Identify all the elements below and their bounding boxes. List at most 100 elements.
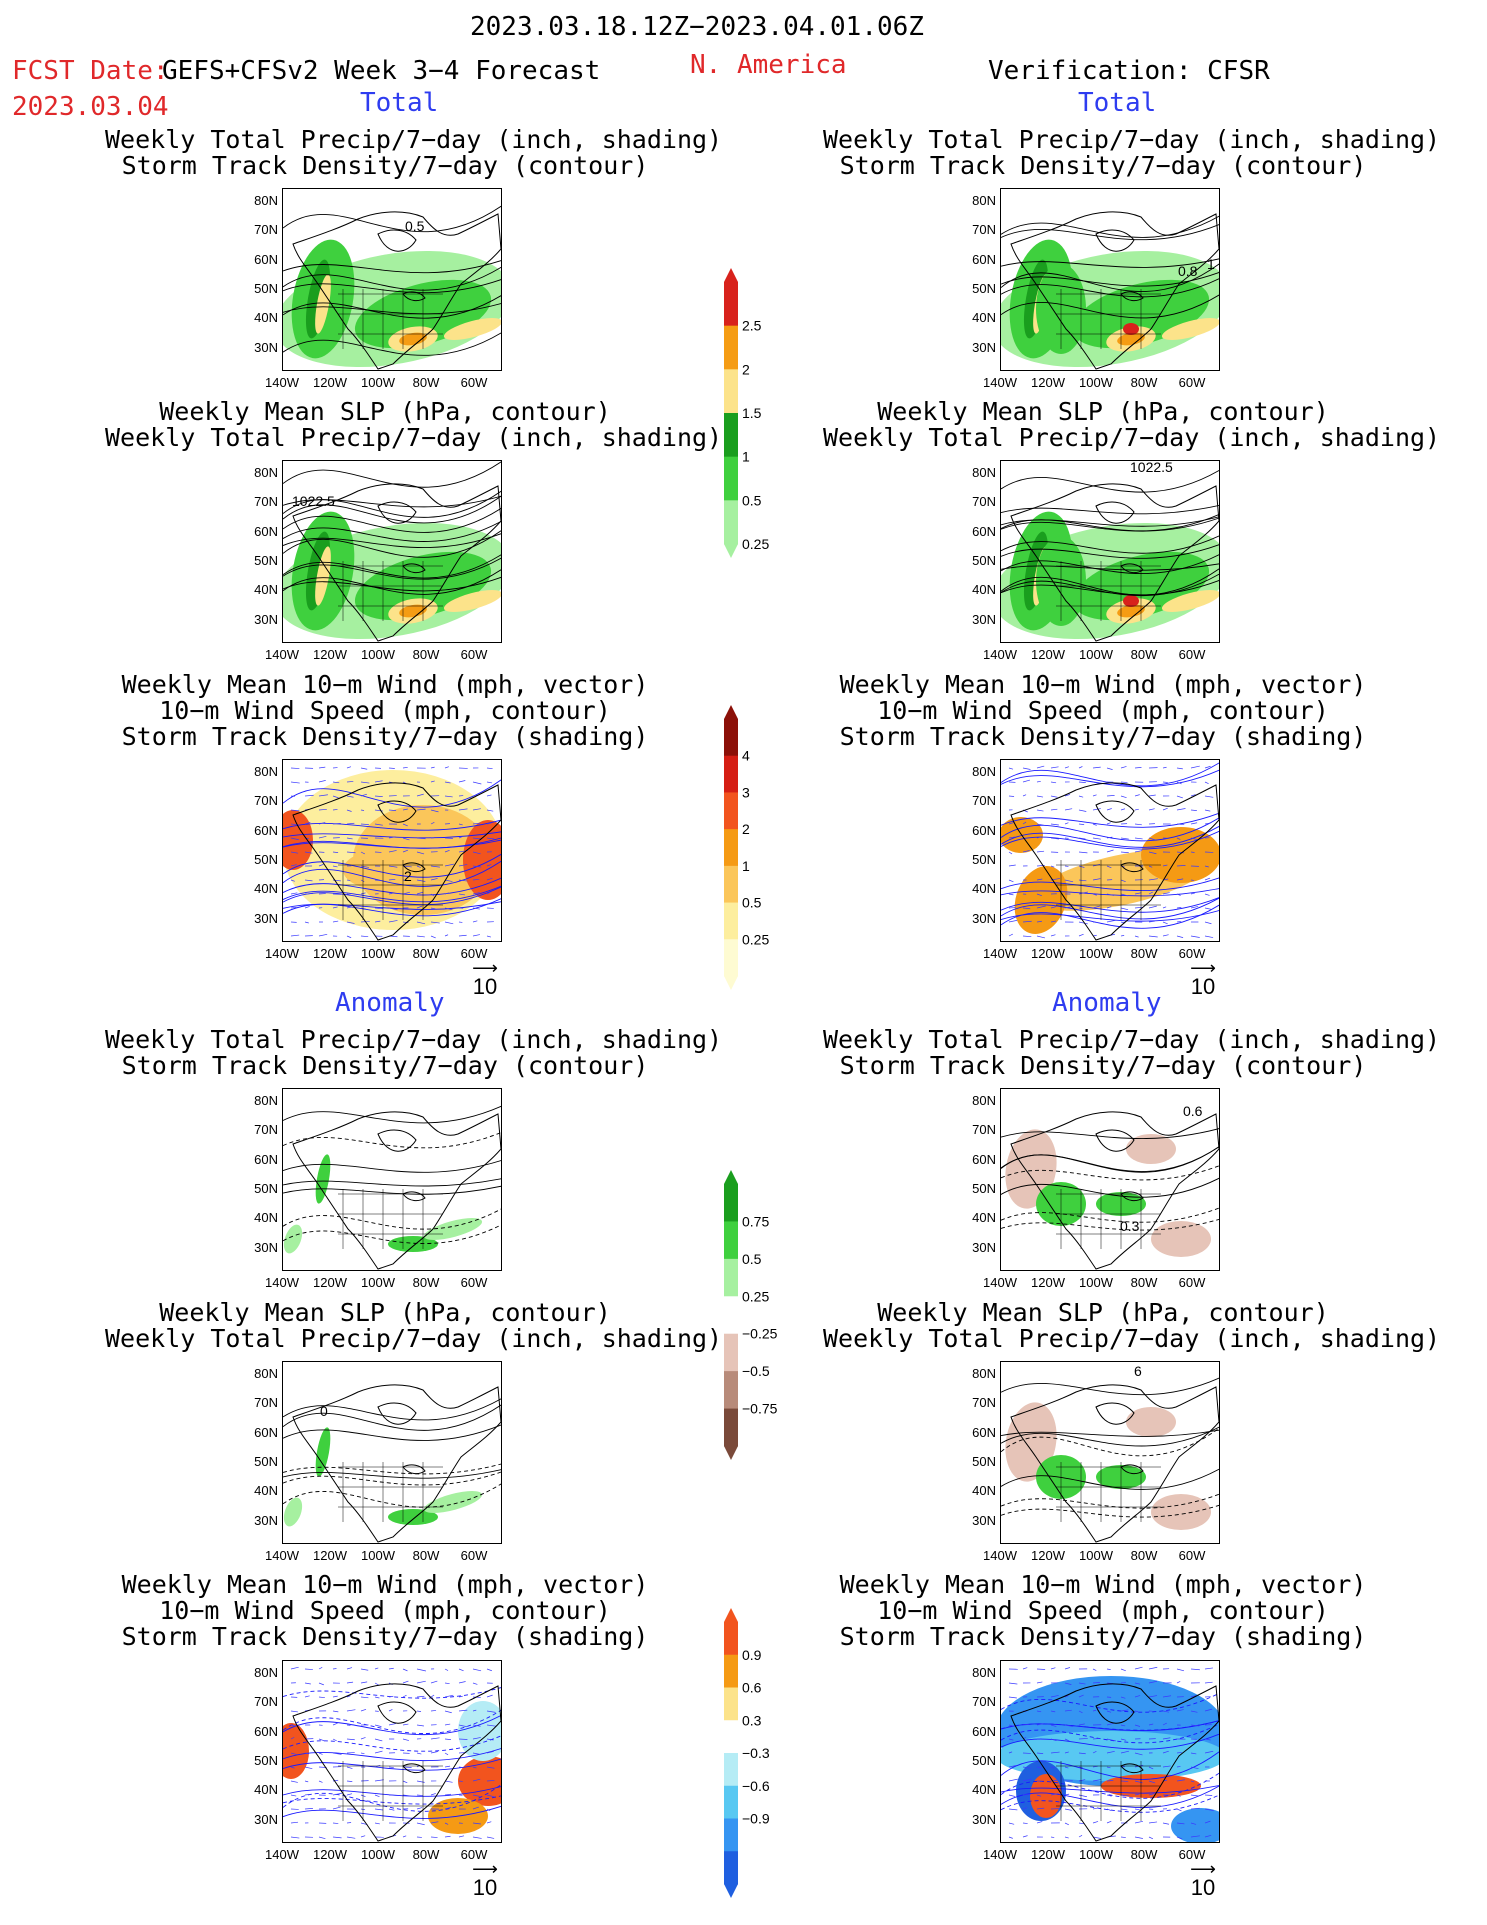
contour-line — [283, 569, 501, 595]
contour-line — [283, 1398, 501, 1421]
wind-vector — [1120, 1696, 1126, 1699]
caption-fc-total-wind: Weekly Mean 10−m Wind (mph, vector) 10−m … — [121, 670, 649, 751]
wind-vector — [1022, 1822, 1028, 1824]
caption-vf-anom-wind: Weekly Mean 10−m Wind (mph, vector) 10−m … — [839, 1570, 1367, 1651]
wind-vector — [1022, 1835, 1028, 1838]
wind-vector — [1036, 780, 1041, 783]
wind-vector — [1036, 878, 1043, 881]
wind-vector — [1078, 1710, 1083, 1714]
wind-vector — [402, 849, 409, 853]
hudson-bay-outline — [1095, 1402, 1135, 1425]
wind-vector — [486, 1710, 496, 1713]
wind-vector — [472, 1766, 477, 1769]
wind-vector — [1092, 893, 1097, 896]
contour-label: 0.3 — [1120, 1218, 1140, 1234]
wind-vector — [1218, 1669, 1219, 1670]
wind-vector — [1190, 935, 1200, 938]
lon-tick-label: 80W — [1130, 1847, 1158, 1862]
wind-vector — [1078, 891, 1088, 895]
lat-tick-label: 70N — [972, 793, 996, 809]
shading-area — [388, 1509, 438, 1525]
wind-vector — [304, 1780, 309, 1783]
wind-vector — [346, 1667, 353, 1670]
wind-vector — [374, 809, 383, 812]
shading-area — [388, 1236, 438, 1252]
colorbar-swatch — [724, 1371, 738, 1410]
lon-tick-label: 140W — [265, 375, 299, 390]
wind-vector — [388, 1667, 394, 1670]
wind-vector — [1022, 1724, 1029, 1726]
map-vf-total-wind — [1000, 759, 1220, 942]
lat-tick-label: 70N — [254, 793, 278, 809]
contour-line — [1001, 812, 1219, 828]
contour-line — [1001, 897, 1219, 920]
contour-line — [1001, 516, 1219, 527]
wind-vector — [472, 1709, 477, 1712]
contour-line — [1001, 825, 1219, 848]
wind-vector — [1106, 1722, 1114, 1726]
wind-vector — [500, 908, 501, 909]
lat-tick-label: 60N — [972, 251, 996, 267]
hudson-bay-outline — [377, 1701, 417, 1724]
wind-vector — [1078, 795, 1084, 798]
wind-vector — [1148, 878, 1158, 881]
map-canvas — [1001, 211, 1219, 370]
wind-vector — [1008, 920, 1018, 923]
lon-tick-label: 140W — [265, 647, 299, 662]
wind-vector — [1036, 920, 1042, 923]
wind-vector — [346, 921, 355, 924]
wind-vector — [1106, 1766, 1111, 1769]
contour-line — [283, 1735, 501, 1752]
wind-vector — [1078, 879, 1087, 882]
colorbar-swatch — [724, 792, 738, 830]
wind-vector — [346, 1780, 353, 1782]
lat-tick-label: 50N — [254, 280, 278, 296]
wind-vector — [458, 1668, 464, 1672]
contour-line — [1001, 1207, 1219, 1223]
wind-vector — [346, 837, 353, 840]
wind-vector — [318, 835, 327, 839]
wind-vector — [1092, 878, 1101, 881]
wind-vector — [1106, 1794, 1112, 1797]
wind-vector — [290, 767, 300, 769]
wind-vector — [304, 1668, 313, 1670]
wind-vector — [1036, 1794, 1042, 1797]
wind-vector — [388, 1709, 393, 1712]
wind-vector — [1176, 878, 1184, 881]
wind-vector — [416, 1710, 422, 1712]
contour-line — [283, 520, 501, 542]
lon-tick-label: 140W — [983, 1847, 1017, 1862]
colorbar-swatch — [724, 1184, 738, 1222]
contour-line — [1001, 1794, 1219, 1813]
coastline — [292, 1111, 501, 1270]
wind-vector — [458, 1724, 468, 1728]
wind-vector — [290, 837, 299, 841]
contour-line — [283, 295, 501, 319]
lat-tick-label: 60N — [254, 1151, 278, 1167]
lat-tick-label: 70N — [254, 1694, 278, 1710]
wind-vector — [1106, 1808, 1112, 1811]
wind-vector — [1022, 1667, 1028, 1670]
lon-tick-label: 140W — [983, 1548, 1017, 1563]
great-lakes-outline — [1120, 563, 1144, 574]
wind-vector — [1176, 1808, 1182, 1812]
wind-vector — [1078, 1723, 1085, 1726]
wind-vector — [1162, 864, 1168, 867]
wind-vector — [1008, 1751, 1013, 1754]
wind-vector — [416, 891, 424, 895]
wind-vector — [1120, 1836, 1126, 1838]
wind-vector — [472, 907, 480, 910]
wind-vector — [1064, 1822, 1069, 1826]
wind-vector — [374, 907, 383, 910]
wind-vector — [402, 808, 408, 811]
wind-vector — [304, 822, 311, 825]
lat-tick-label: 30N — [972, 1512, 996, 1528]
wind-vector — [304, 1695, 310, 1698]
contour-line — [1001, 1427, 1219, 1457]
colorbar-label: −0.6 — [742, 1778, 770, 1794]
wind-vector — [1008, 1836, 1013, 1839]
wind-vector — [1064, 1836, 1069, 1839]
colorbar-swatch — [724, 902, 738, 940]
shading-area — [315, 546, 331, 606]
lon-tick-label: 100W — [361, 1847, 395, 1862]
